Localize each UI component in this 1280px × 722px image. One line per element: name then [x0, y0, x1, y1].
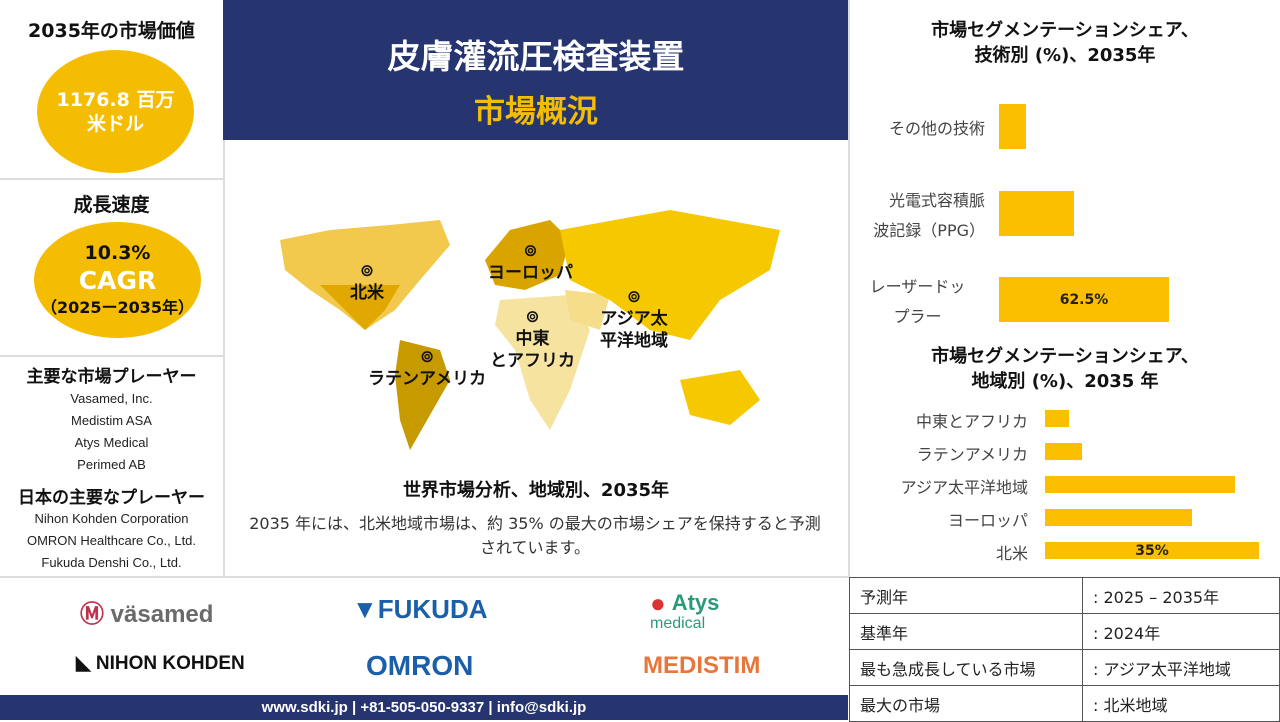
region-bar	[1045, 443, 1082, 460]
table-value: : 2024年	[1082, 613, 1280, 650]
region-category-label: ヨーロッパ	[947, 511, 1028, 530]
region-category-label: ラテンアメリカ	[916, 445, 1028, 464]
header-banner: 皮膚灌流圧検査装置 市場概況	[223, 0, 849, 140]
footer-contact: www.sdki.jp | +81-505-050-9337 | info@sd…	[0, 695, 848, 720]
player: Medistim ASA	[71, 413, 152, 428]
tech-chart-title: 市場セグメンテーションシェア、 技術別 (%)、2035年	[931, 20, 1199, 66]
table-value: : アジア太平洋地域	[1082, 649, 1280, 686]
tech-category-label: レーザードッ プラー	[869, 277, 966, 326]
tech-bar: 62.5%	[999, 277, 1169, 322]
map-description: 2035 年には、北米地域市場は、約 35% の最大の市場シェアを保持すると予測…	[249, 514, 821, 557]
growth-badge: 10.3% CAGR （2025ー2035年）	[34, 222, 201, 338]
growth-cagr: CAGR	[78, 265, 157, 295]
table-row: 最大の市場: 北米地域	[849, 685, 1280, 722]
atys-logo: ● Atys medical	[650, 588, 720, 632]
growth-title: 成長速度	[73, 194, 150, 216]
map-label-north-america: ⊚ 北米	[350, 261, 384, 303]
summary-table: 予測年: 2025 – 2035年 基準年: 2024年 最も急成長している市場: …	[849, 577, 1280, 722]
location-pin-icon: ⊚	[523, 241, 538, 261]
omron-logo: OMRON	[366, 650, 474, 681]
north-america-shape	[280, 220, 450, 330]
middle-east-shape	[565, 290, 610, 330]
region-bar: 35%	[1045, 542, 1259, 559]
table-key: 基準年	[849, 613, 1083, 650]
region-category-label: 中東とアフリカ	[915, 412, 1028, 431]
growth-pct: 10.3%	[84, 241, 151, 264]
player: Nihon Kohden Corporation	[34, 511, 189, 526]
table-row: 予測年: 2025 – 2035年	[849, 577, 1280, 614]
location-pin-icon: ⊚	[359, 261, 375, 281]
region-bar	[1045, 509, 1192, 526]
tech-category-label: その他の技術	[888, 119, 985, 138]
player: Perimed AB	[77, 457, 146, 472]
map-label-latam: ⊚ ラテンアメリカ	[368, 347, 487, 389]
player: Fukuda Denshi Co., Ltd.	[41, 555, 182, 570]
table-key: 予測年	[849, 577, 1083, 614]
player: OMRON Healthcare Co., Ltd.	[26, 533, 197, 548]
table-row: 基準年: 2024年	[849, 613, 1280, 650]
market-value-badge: 1176.8 百万 米ドル	[37, 50, 194, 173]
region-bar	[1045, 410, 1070, 427]
map-label-apac: ⊚ アジア太 平洋地域	[600, 287, 668, 351]
latin-america-shape	[395, 340, 450, 450]
asia-shape	[560, 210, 780, 340]
player: Vasamed, Inc.	[70, 391, 153, 406]
tech-bar	[999, 104, 1027, 149]
medistim-logo: MEDISTIM	[643, 652, 761, 679]
europe-shape	[485, 220, 570, 290]
map-caption: 世界市場分析、地域別、2035年	[402, 480, 670, 501]
market-value-title: 2035年の市場価値	[28, 20, 195, 42]
table-key: 最も急成長している市場	[849, 649, 1083, 686]
usa-shape	[320, 285, 400, 330]
table-key: 最大の市場	[849, 685, 1083, 722]
africa-shape	[495, 295, 590, 430]
jp-players-list: Nihon Kohden Corporation OMRON Healthcar…	[0, 508, 223, 574]
location-pin-icon: ⊚	[626, 287, 642, 307]
page-title: 皮膚灌流圧検査装置	[387, 37, 685, 76]
region-category-label: 北米	[995, 544, 1028, 563]
map-label-europe: ⊚ ヨーロッパ	[488, 241, 573, 283]
table-value: : 北米地域	[1082, 685, 1280, 722]
market-value: 1176.8 百万	[56, 88, 175, 111]
vasamed-logo: Ⓜ väsamed	[80, 601, 214, 628]
region-chart-title: 市場セグメンテーションシェア、 地域別 (%)、2035 年	[931, 346, 1199, 392]
nihon-kohden-logo: ◣ NIHON KOHDEN	[76, 653, 245, 674]
players-title: 主要な市場プレーヤー	[26, 367, 197, 387]
growth-period: （2025ー2035年）	[40, 297, 195, 317]
market-value-unit: 米ドル	[86, 112, 144, 135]
location-pin-icon: ⊚	[525, 307, 540, 327]
tech-bar	[999, 191, 1074, 236]
region-category-label: アジア太平洋地域	[900, 478, 1028, 497]
table-row: 最も急成長している市場: アジア太平洋地域	[849, 649, 1280, 686]
australia-shape	[680, 370, 760, 425]
fukuda-logo: ▼FUKUDA	[352, 594, 488, 624]
location-pin-icon: ⊚	[419, 347, 435, 367]
region-bar	[1045, 476, 1235, 493]
page-subtitle: 市場概況	[474, 94, 598, 130]
map-label-mea: ⊚ 中東 とアフリカ	[490, 307, 575, 371]
player: Atys Medical	[74, 435, 149, 450]
table-value: : 2025 – 2035年	[1082, 577, 1280, 614]
world-map	[280, 210, 780, 450]
tech-category-label: 光電式容積脈 波記録（PPG）	[873, 191, 985, 240]
jp-players-title: 日本の主要なプレーヤー	[18, 488, 205, 508]
players-list: Vasamed, Inc. Medistim ASA Atys Medical …	[0, 388, 223, 476]
